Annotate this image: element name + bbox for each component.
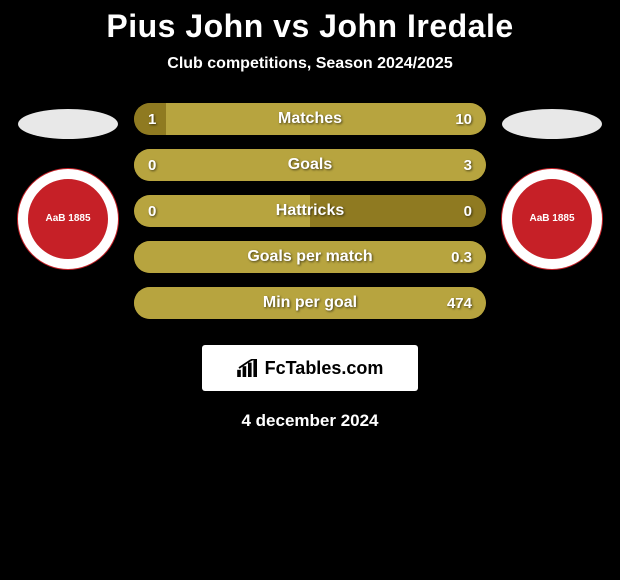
player-left-avatar [18,109,118,139]
player-right-avatar [502,109,602,139]
brand-badge: FcTables.com [202,345,418,391]
stat-label: Matches [278,110,342,128]
stat-row: 0 Goals 3 [134,149,486,181]
subtitle: Club competitions, Season 2024/2025 [0,55,620,73]
stat-row: Goals per match 0.3 [134,241,486,273]
player-right-club-badge: AaB 1885 [502,169,602,269]
stat-row: Min per goal 474 [134,287,486,319]
chart-icon [237,359,259,377]
stats-bars: 1 Matches 10 0 Goals 3 0 Hattricks 0 Goals per ma… [128,103,492,319]
stat-value-right: 0.3 [451,249,472,266]
brand-text: FcTables.com [265,358,384,379]
stat-value-left: 0 [148,157,156,174]
club-badge-text: AaB 1885 [529,214,574,224]
date-label: 4 december 2024 [0,411,620,431]
stat-value-left: 1 [148,111,156,128]
stat-value-right: 3 [464,157,472,174]
stat-value-right: 0 [464,203,472,220]
stat-label: Goals per match [247,248,372,266]
comparison-row: AaB 1885 1 Matches 10 0 Goals 3 0 Hattricks 0 Goa… [0,103,620,319]
player-left-club-badge: AaB 1885 [18,169,118,269]
stat-label: Hattricks [276,202,344,220]
player-right-column: AaB 1885 [492,103,612,269]
stat-value-left: 0 [148,203,156,220]
stat-value-right: 474 [447,295,472,312]
player-left-column: AaB 1885 [8,103,128,269]
club-badge-text: AaB 1885 [45,214,90,224]
stat-value-right: 10 [455,111,472,128]
stat-row: 0 Hattricks 0 [134,195,486,227]
page-title: Pius John vs John Iredale [0,8,620,45]
comparison-card: Pius John vs John Iredale Club competiti… [0,0,620,431]
stat-label: Min per goal [263,294,357,312]
stat-label: Goals [288,156,332,174]
stat-row: 1 Matches 10 [134,103,486,135]
